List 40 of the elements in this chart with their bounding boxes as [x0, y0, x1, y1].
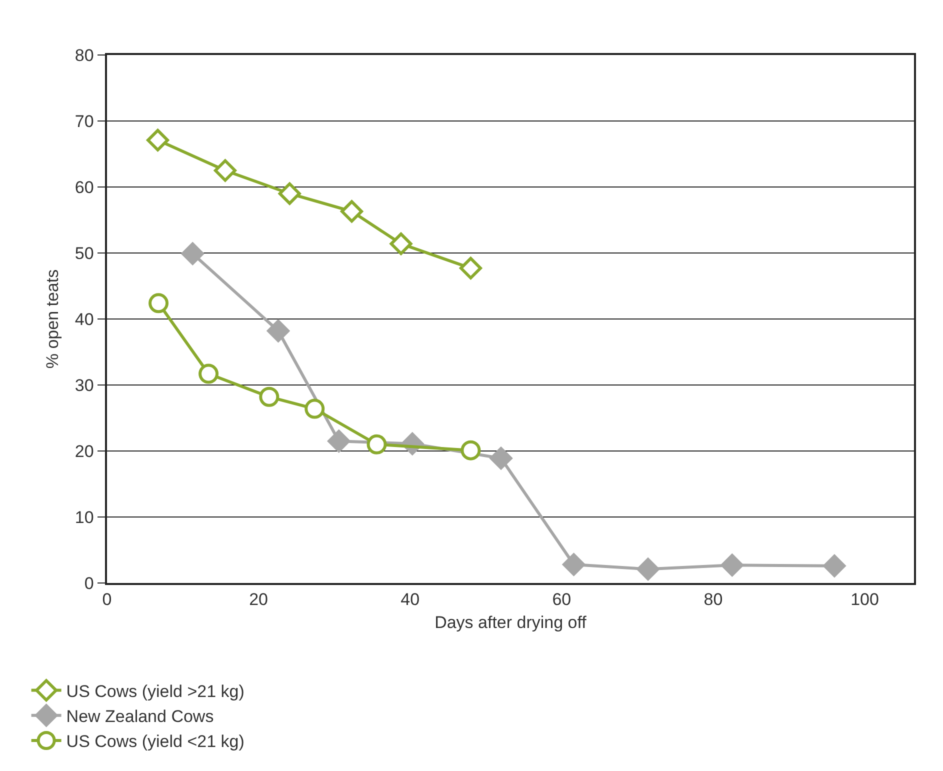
point	[823, 554, 846, 578]
point	[267, 320, 290, 342]
y-tick-label: 10	[74, 508, 94, 527]
x-tick-label: 0	[102, 590, 112, 610]
y-tick-label: 80	[74, 46, 94, 65]
x-tick-label: 80	[704, 590, 723, 610]
x-tick-label: 40	[400, 590, 420, 610]
point	[562, 553, 586, 576]
x-axis-title: Days after drying off	[434, 613, 587, 632]
y-tick-label: 40	[74, 310, 94, 329]
point	[460, 440, 481, 460]
point	[366, 434, 387, 454]
legend-label: US Cows (yield <21 kg)	[66, 732, 244, 752]
x-tick-label: 60	[552, 590, 572, 610]
y-axis-title: % open teats	[42, 269, 62, 369]
point	[340, 200, 363, 223]
point	[328, 430, 350, 452]
legend-label: US Cows (yield >21 kg)	[66, 682, 244, 701]
point	[148, 293, 169, 314]
point	[304, 398, 325, 419]
legend-label: New Zealand Cows	[66, 707, 214, 726]
point	[459, 256, 482, 280]
y-tick-label: 20	[74, 442, 94, 461]
y-tick-label: 30	[74, 376, 94, 395]
y-tick-label: 0	[84, 574, 94, 593]
point	[390, 232, 412, 256]
point	[198, 364, 219, 384]
point	[146, 128, 170, 152]
point	[490, 447, 512, 470]
x-tick-label: 20	[249, 590, 268, 610]
point	[278, 182, 301, 205]
x-tick-label: 100	[850, 590, 879, 610]
point	[720, 554, 744, 576]
point	[214, 159, 236, 182]
point	[636, 558, 660, 580]
point	[259, 386, 280, 407]
y-tick-label: 50	[74, 244, 94, 263]
y-tick-label: 60	[74, 178, 94, 197]
point	[181, 242, 204, 265]
y-tick-label: 70	[74, 112, 94, 131]
